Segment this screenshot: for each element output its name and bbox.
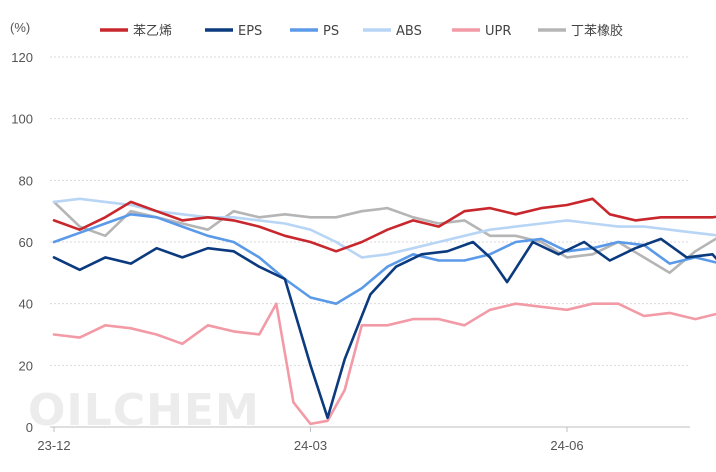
series-line-UPR [52,302,716,426]
series-line-PS [52,213,716,305]
y-tick-label: 100 [11,112,33,127]
series-line-苯乙烯 [52,197,716,253]
legend-label: EPS [238,24,262,39]
x-axis: 23-1224-0324-0624-0924-1225-0325-0625-09… [37,427,584,453]
y-tick-label: 0 [26,420,33,435]
legend-label: 丁苯橡胶 [571,23,623,39]
series-line-EPS [52,237,716,420]
legend-label: UPR [485,24,511,39]
y-tick-label: 60 [19,235,33,250]
x-tick-label: 24-06 [550,438,583,453]
y-axis: 0 20 40 60 80 100 120 [11,50,33,435]
series-line-ABS [52,197,716,259]
series-line-丁苯橡胶 [52,200,716,275]
watermark: OILCHEM [28,385,260,436]
y-tick-label: 40 [19,297,33,312]
y-axis-unit-label: (%) [10,20,30,35]
chart-grid [50,56,690,428]
x-tick-label: 23-12 [37,438,70,453]
chart-legend: 苯乙烯 EPS PS ABS UPR 丁苯橡胶 [100,23,623,39]
legend-label: 苯乙烯 [133,24,172,39]
legend-label: PS [323,24,339,39]
series-lines [52,197,716,426]
x-tick-label: 24-03 [294,438,327,453]
y-tick-label: 80 [19,173,33,188]
legend-label: ABS [396,24,422,39]
y-tick-label: 120 [11,50,33,65]
y-tick-label: 20 [19,358,33,373]
